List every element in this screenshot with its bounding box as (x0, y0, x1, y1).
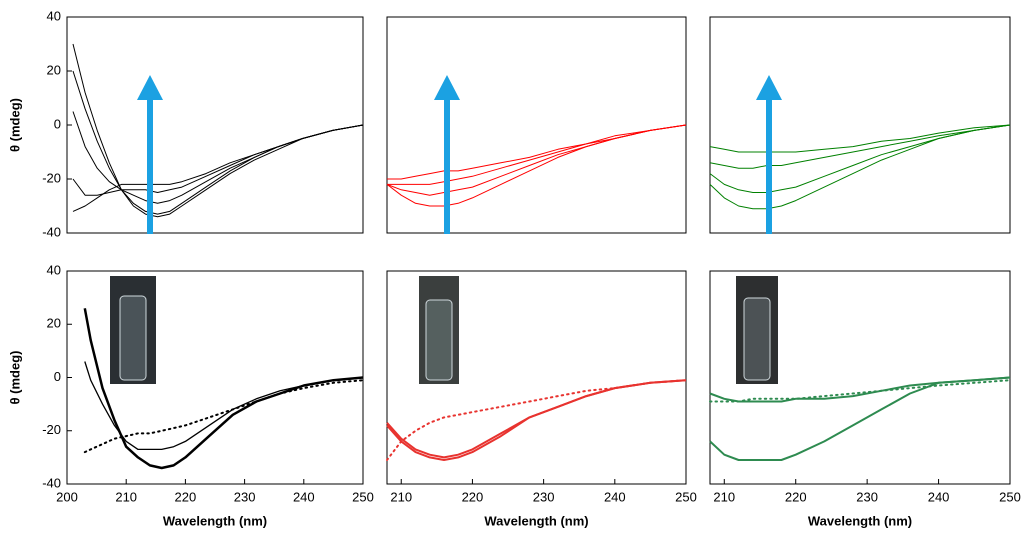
y-axis-label: θ (mdeg) (7, 98, 22, 152)
x-tick-label: 240 (293, 489, 315, 504)
x-tick-label: 220 (462, 489, 484, 504)
x-tick-label: 200 (56, 489, 78, 504)
cuvette (119, 295, 147, 381)
x-tick-label: 240 (604, 489, 626, 504)
y-tick-label: 0 (54, 116, 61, 131)
data-line (386, 379, 687, 461)
y-tick-label: 40 (47, 262, 61, 277)
x-tick-label: 240 (928, 489, 950, 504)
arrow-head (137, 75, 163, 100)
x-tick-label: 220 (175, 489, 197, 504)
y-tick-label: -40 (42, 224, 61, 239)
data-line (709, 379, 1011, 403)
data-line (386, 379, 687, 461)
data-line (83, 379, 364, 454)
x-tick-label: 230 (856, 489, 878, 504)
data-line (83, 308, 364, 470)
y-tick-label: 40 (47, 8, 61, 23)
y-tick-label: 20 (47, 62, 61, 77)
data-line (709, 376, 1011, 461)
cuvette (425, 299, 453, 381)
x-tick-label: 210 (390, 489, 412, 504)
data-line (709, 124, 1011, 169)
data-line (387, 124, 687, 185)
data-line (72, 70, 364, 215)
x-tick-label: 230 (533, 489, 555, 504)
data-line (72, 43, 364, 218)
y-tick-label: -40 (42, 475, 61, 490)
data-line (386, 124, 687, 196)
data-line (386, 379, 687, 459)
arrows (137, 75, 782, 234)
y-tick-label: -20 (42, 422, 61, 437)
y-axis-label: θ (mdeg) (7, 351, 22, 405)
x-tick-label: 220 (785, 489, 807, 504)
data-line (709, 124, 1011, 153)
data-line (709, 124, 1011, 193)
data-line (72, 111, 364, 204)
x-axis-label: Wavelength (nm) (808, 513, 912, 528)
x-axis-label: Wavelength (nm) (484, 513, 588, 528)
plot-frame (709, 16, 1011, 234)
cuvette (743, 297, 771, 381)
x-tick-label: 250 (999, 489, 1021, 504)
data-line (386, 124, 687, 207)
x-axis-label: Wavelength (nm) (163, 513, 267, 528)
data-line (72, 124, 364, 196)
plot-frame (386, 16, 687, 234)
data-line (709, 124, 1011, 210)
plot-frame (66, 16, 364, 234)
x-tick-label: 210 (713, 489, 735, 504)
x-tick-label: 210 (115, 489, 137, 504)
data-line (72, 124, 364, 212)
data-line (709, 376, 1011, 403)
y-tick-label: 20 (47, 316, 61, 331)
y-tick-label: 0 (54, 369, 61, 384)
arrow-head (756, 75, 782, 100)
cuvette-photos (110, 276, 778, 384)
x-tick-label: 250 (352, 489, 374, 504)
arrow-head (434, 75, 460, 100)
y-tick-label: -20 (42, 170, 61, 185)
x-tick-label: 230 (234, 489, 256, 504)
data-line (84, 361, 364, 451)
plot-frame (386, 270, 687, 485)
x-tick-label: 250 (675, 489, 697, 504)
data-line (387, 124, 687, 180)
